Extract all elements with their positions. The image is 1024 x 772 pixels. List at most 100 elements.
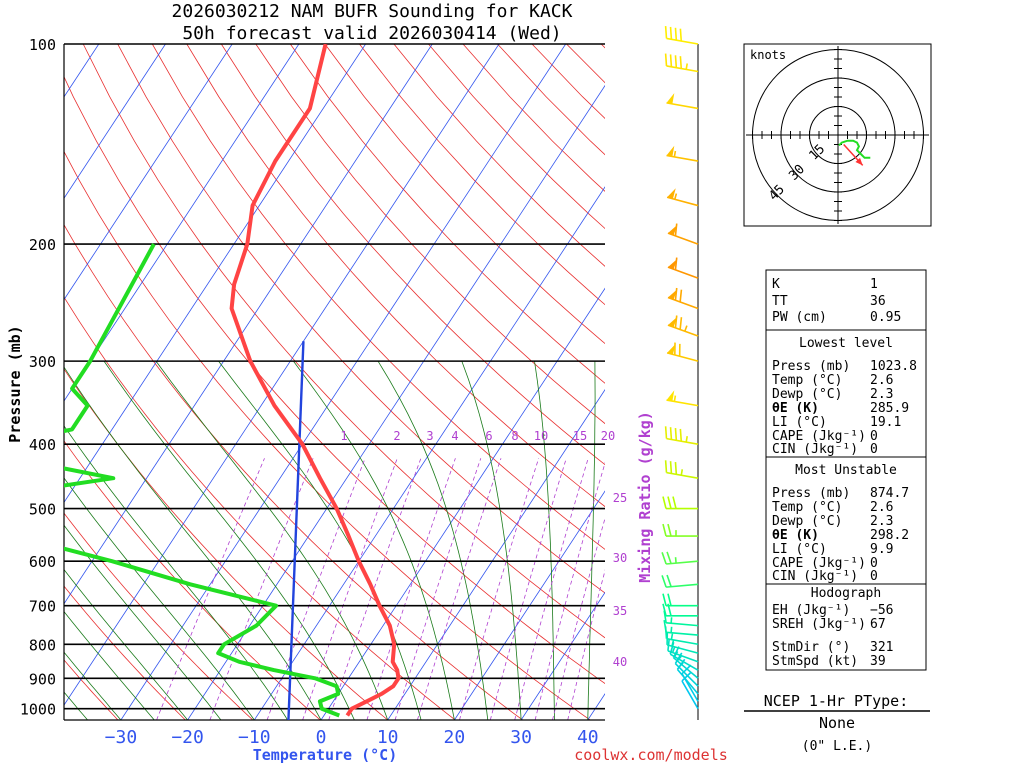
sreh-label: SREH (Jkg⁻¹): [772, 617, 866, 632]
temperature-tick-label: 30: [510, 727, 532, 748]
mixing-ratio-tick-label: 1: [340, 429, 347, 443]
mixing-ratio-tick-label: 20: [601, 429, 615, 443]
mixing-ratio-tick-label: 8: [511, 429, 518, 443]
tt-label: TT: [772, 294, 788, 309]
dry-adiabat-line: [0, 44, 253, 720]
mixing-ratio-line: [535, 458, 606, 720]
moist-adiabat-line: [22, 361, 288, 720]
mixing-ratio-tick-label: 10: [534, 429, 548, 443]
wind-barb-staff: [666, 623, 698, 626]
wind-barb-staff: [667, 353, 698, 361]
wind-barb: [668, 316, 698, 337]
wind-barb-full: [663, 524, 666, 536]
wind-barb-flag: [666, 390, 674, 401]
pressure-tick-label: 200: [29, 236, 56, 254]
wind-barb-full: [673, 497, 676, 509]
pressure-tick-label: 1000: [20, 701, 56, 719]
wind-barb-full: [680, 56, 681, 68]
temperature-tick-label: 40: [577, 727, 599, 748]
temperature-tick-label: −30: [105, 727, 138, 748]
mixing-ratio-line: [515, 458, 589, 720]
wind-barb: [662, 552, 698, 564]
wind-barb: [662, 575, 698, 587]
mu-cin-label: CIN (Jkg⁻¹): [772, 569, 858, 584]
moist-adiabat-line: [0, 361, 254, 720]
wind-barb: [667, 188, 698, 205]
mixing-ratio-tick-label: 40: [613, 655, 627, 669]
mu-cin-value: 0: [870, 569, 878, 584]
mixing-ratio-tick-label: 2: [393, 429, 400, 443]
most-unstable-title: Most Unstable: [795, 463, 897, 478]
mixing-ratio-tick-label: 3: [426, 429, 433, 443]
wind-barb-full: [680, 317, 681, 329]
pressure-tick-label: 500: [29, 501, 56, 519]
wind-barb-full: [675, 316, 676, 328]
moist-adiabat-line: [0, 361, 188, 720]
moist-adiabats: [0, 361, 646, 720]
mixing-ratio-line: [553, 458, 623, 720]
lowest-thetae-label: θE (K): [772, 401, 819, 416]
wind-barb: [666, 426, 698, 444]
pressure-tick-label: 900: [29, 670, 56, 688]
mixing-ratio-line: [490, 458, 566, 720]
hodograph-title: Hodograph: [811, 586, 881, 601]
lowest-li-label: LI (°C): [772, 415, 827, 430]
mu-li-value: 9.9: [870, 542, 893, 557]
mu-li-label: LI (°C): [772, 542, 827, 557]
pressure-tick-label: 400: [29, 436, 56, 454]
wind-barb-full: [663, 497, 666, 509]
wind-barb: [666, 93, 698, 108]
wind-barb-full: [671, 27, 672, 39]
dry-adiabat-line: [118, 44, 793, 720]
wind-barb-staff: [666, 639, 698, 645]
mixing-ratio-tick-label: 35: [613, 604, 627, 618]
wind-barb: [663, 497, 698, 509]
lowest-temp-value: 2.6: [870, 373, 893, 388]
profiles: [0, 44, 398, 740]
wind-barb-staff: [668, 325, 698, 336]
pressure-tick-label: 600: [29, 553, 56, 571]
wind-barb-full: [675, 224, 676, 236]
mixing-ratio-line: [417, 458, 501, 720]
sreh-value: 67: [870, 617, 886, 632]
isotherm-line: [0, 44, 232, 720]
wind-barb: [666, 54, 698, 72]
pressure-tick-label: 700: [29, 598, 56, 616]
mixing-ratio-line: [367, 458, 456, 720]
temperature-tick-label: −20: [171, 727, 204, 748]
eh-label: EH (Jkg⁻¹): [772, 603, 850, 618]
mu-press-label: Press (mb): [772, 486, 850, 501]
wind-barb-full: [675, 428, 676, 440]
wind-barb: [666, 390, 698, 405]
mu-dewp-value: 2.3: [870, 514, 893, 529]
chart-title-line1: 2026030212 NAM BUFR Sounding for KACK: [172, 1, 573, 22]
ptype-note: (0" L.E.): [802, 739, 872, 754]
dry-adiabat-line: [0, 44, 185, 720]
wind-barb-half: [676, 557, 677, 563]
temperature-tick-label: 20: [444, 727, 466, 748]
isotherm-line: [254, 44, 699, 720]
wind-barb-half: [671, 617, 672, 623]
wind-barb-full: [680, 429, 681, 441]
pw-value: 0.95: [870, 310, 901, 325]
wind-barb-full: [668, 497, 671, 509]
wind-barb-full: [671, 427, 672, 439]
wind-barb-full: [666, 26, 667, 38]
moist-adiabat-line: [156, 361, 388, 720]
wind-barb-full: [675, 462, 676, 474]
mixing-ratio-tick-label: 25: [613, 491, 627, 505]
wind-barb-full: [662, 552, 666, 564]
wind-barb: [663, 524, 698, 536]
x-axis-label: Temperature (°C): [253, 746, 398, 764]
wind-barb-staff: [668, 267, 698, 278]
wind-barbs: [662, 26, 698, 709]
mixing-ratio-axis-label: Mixing Ratio (g/kg): [636, 411, 654, 583]
isotherm-line: [0, 44, 432, 720]
wind-barb: [664, 611, 698, 626]
wind-barb: [668, 288, 698, 309]
wind-barb-full: [667, 575, 671, 587]
mixing-ratio-tick-label: 15: [573, 429, 587, 443]
